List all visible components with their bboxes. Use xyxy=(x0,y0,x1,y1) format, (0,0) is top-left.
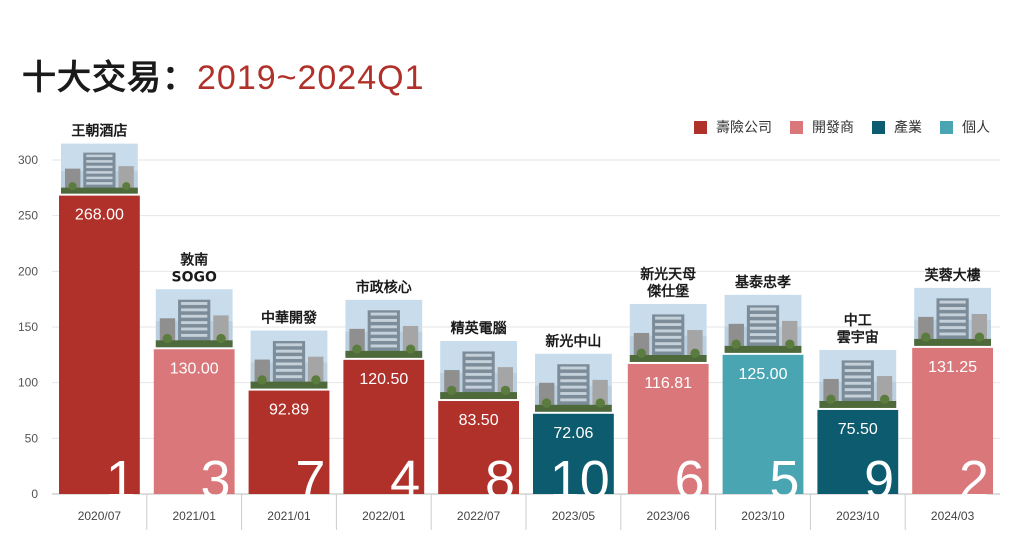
value-label: 125.00 xyxy=(739,366,788,383)
bar xyxy=(533,413,614,494)
residential-towers-photo xyxy=(629,303,707,362)
legend-label: 開發商 xyxy=(812,120,854,136)
x-tick-label: 2023/06 xyxy=(647,509,691,523)
bar xyxy=(627,363,709,494)
rank-number: 9 xyxy=(864,450,894,510)
residential-skyscraper-photo xyxy=(724,294,802,353)
legend-item: 壽險公司 xyxy=(694,117,772,137)
y-tick-label: 200 xyxy=(18,264,38,278)
bar xyxy=(153,349,235,494)
legend: 壽險公司 開發商 產業 個人 xyxy=(694,117,990,137)
title-period: 2019~2024Q1 xyxy=(197,59,425,97)
y-tick-label: 100 xyxy=(18,376,38,390)
x-tick-label: 2021/01 xyxy=(267,509,311,523)
value-label: 268.00 xyxy=(75,207,124,224)
legend-item: 開發商 xyxy=(790,117,854,137)
x-tick-label: 2022/01 xyxy=(362,509,406,523)
value-label: 83.50 xyxy=(459,412,499,429)
bar-name-label: 王朝酒店 xyxy=(71,123,127,140)
value-label: 131.25 xyxy=(928,359,977,376)
rank-number: 10 xyxy=(550,450,610,510)
x-tick-label: 2023/10 xyxy=(836,509,880,523)
rank-number: 1 xyxy=(106,450,136,510)
office-building-photo xyxy=(250,330,328,389)
legend-swatch xyxy=(940,120,953,134)
legend-swatch xyxy=(694,120,707,134)
y-tick-label: 0 xyxy=(31,487,38,501)
value-label: 92.89 xyxy=(269,402,309,419)
y-tick-label: 300 xyxy=(18,153,38,167)
x-tick-label: 2020/07 xyxy=(78,509,122,523)
bar-name-label: 敦南 xyxy=(180,251,208,268)
legend-swatch xyxy=(790,120,803,134)
hotel-building-photo xyxy=(61,143,138,194)
bar-name-label: 新光天母 xyxy=(640,266,696,283)
bar-name-label: 雲宇宙 xyxy=(837,329,879,346)
bar-name-label: 新光中山 xyxy=(545,333,601,350)
bar-name-label: 傑仕堡 xyxy=(646,283,689,300)
x-tick-label: 2022/07 xyxy=(457,509,501,523)
value-label: 120.50 xyxy=(359,371,408,388)
legend-label: 個人 xyxy=(962,120,990,136)
bar xyxy=(912,347,993,494)
x-tick-label: 2024/03 xyxy=(931,509,975,523)
y-tick-label: 150 xyxy=(18,320,38,334)
x-tick-label: 2021/01 xyxy=(173,509,217,523)
bar xyxy=(438,401,519,494)
title-main: 十大交易： xyxy=(22,58,197,98)
bar-name-label: 市政核心 xyxy=(356,279,412,296)
legend-item: 個人 xyxy=(940,117,990,137)
bar xyxy=(343,359,425,494)
legend-label: 產業 xyxy=(894,120,922,136)
bar-name-label: 基泰忠孝 xyxy=(735,274,791,291)
blue-glass-building-photo xyxy=(535,353,612,412)
value-label: 116.81 xyxy=(644,375,692,392)
campus-buildings-photo xyxy=(819,349,897,408)
lattice-building-photo xyxy=(914,287,991,346)
bar xyxy=(248,390,330,494)
bar xyxy=(59,195,140,495)
bar-name-label: 中華開發 xyxy=(261,310,318,327)
value-label: 130.00 xyxy=(170,360,219,377)
y-tick-label: 250 xyxy=(18,209,38,223)
bar-name-label: 中工 xyxy=(844,312,872,329)
glass-tower-photo xyxy=(345,299,423,358)
legend-item: 產業 xyxy=(872,117,922,137)
bar-name-label: SOGO xyxy=(172,269,217,285)
x-tick-label: 2023/10 xyxy=(741,509,785,523)
bar xyxy=(722,354,804,494)
bar xyxy=(817,409,899,494)
rank-number: 5 xyxy=(769,450,799,510)
x-tick-label: 2023/05 xyxy=(552,509,596,523)
y-tick-label: 50 xyxy=(25,431,39,445)
page-title: 十大交易：2019~2024Q1 xyxy=(22,50,424,99)
rank-number: 2 xyxy=(959,450,989,510)
value-label: 72.06 xyxy=(553,425,593,442)
bar-name-label: 芙蓉大樓 xyxy=(924,267,981,284)
legend-swatch xyxy=(872,120,885,134)
office-tower-photo xyxy=(440,341,517,400)
value-label: 75.50 xyxy=(838,421,878,438)
rank-number: 6 xyxy=(675,450,705,510)
rank-number: 3 xyxy=(201,450,231,510)
rank-number: 4 xyxy=(390,450,420,510)
legend-label: 壽險公司 xyxy=(716,120,772,136)
bar-name-label: 精英電腦 xyxy=(451,320,507,337)
rank-number: 7 xyxy=(295,450,325,510)
rank-number: 8 xyxy=(485,450,515,510)
department-store-photo xyxy=(155,289,233,348)
